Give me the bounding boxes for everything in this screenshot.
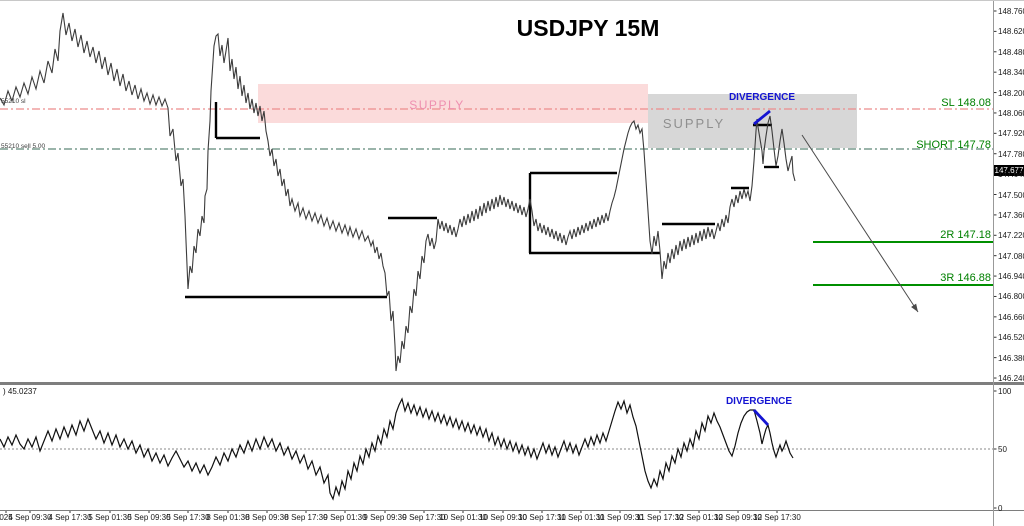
order-stoploss-tag[interactable]: 55210 sl bbox=[1, 98, 26, 105]
time-axis-label: 9 Sep 01:30 bbox=[323, 513, 367, 522]
price-axis-label: 148.060 bbox=[998, 108, 1024, 118]
divergence-line[interactable] bbox=[752, 409, 770, 426]
time-axis-label: 5 Sep 01:30 bbox=[88, 513, 132, 522]
time-axis-label: 9 Sep 09:30 bbox=[363, 513, 407, 522]
divergence-label-price[interactable]: DIVERGENCE bbox=[728, 92, 796, 103]
current-price-badge: 147.677 bbox=[994, 165, 1024, 176]
time-axis-label: 10 Sep 17:30 bbox=[518, 513, 566, 522]
time-axis-label: 12 Sep 01:30 bbox=[675, 513, 723, 522]
time-axis-label: 11 Sep 17:30 bbox=[636, 513, 684, 522]
supply-zone-gray-label[interactable]: SUPPLY bbox=[662, 116, 726, 131]
target-2r-label[interactable]: 2R 147.18 bbox=[940, 229, 991, 241]
time-axis-label: 12 Sep 09:30 bbox=[714, 513, 762, 522]
bottom-separator bbox=[0, 510, 1024, 511]
panel-separator[interactable] bbox=[0, 382, 1024, 385]
price-axis-label: 146.520 bbox=[998, 333, 1024, 343]
price-axis-label: 147.500 bbox=[998, 190, 1024, 200]
price-axis-label: 148.340 bbox=[998, 68, 1024, 78]
time-axis-label: 11 Sep 01:30 bbox=[557, 513, 605, 522]
time-axis-label: 10 Sep 09:30 bbox=[479, 513, 527, 522]
price-axis-label: 148.480 bbox=[998, 47, 1024, 57]
time-axis-label: 5 Sep 09:30 bbox=[127, 513, 171, 522]
time-axis-label: 8 Sep 01:30 bbox=[206, 513, 250, 522]
price-axis-label: 146.380 bbox=[998, 353, 1024, 363]
target-3r-label[interactable]: 3R 146.88 bbox=[940, 272, 991, 284]
supply-zone-pink-label[interactable]: SUPPLY bbox=[409, 98, 465, 112]
order-position-tag[interactable]: 55210 sell 5.00 bbox=[1, 143, 46, 150]
stop-loss-label[interactable]: SL 148.08 bbox=[941, 97, 991, 109]
time-axis-label: 12 Sep 17:30 bbox=[753, 513, 801, 522]
price-axis-label: 147.780 bbox=[998, 149, 1024, 159]
price-axis-label: 147.080 bbox=[998, 251, 1024, 261]
time-axis-label: 4 Sep 09:30 bbox=[8, 513, 52, 522]
price-axis-label: 148.620 bbox=[998, 27, 1024, 37]
time-axis-label: 10 Sep 01:30 bbox=[439, 513, 487, 522]
time-axis-label: 025 bbox=[0, 513, 13, 522]
short-entry-label[interactable]: SHORT 147.78 bbox=[916, 139, 991, 151]
trend-arrow-head bbox=[911, 303, 918, 312]
price-axis-label: 147.220 bbox=[998, 231, 1024, 241]
chart-title: USDJPY 15M bbox=[516, 15, 660, 41]
time-axis-label: 4 Sep 17:30 bbox=[48, 513, 92, 522]
price-axis-label: 148.200 bbox=[998, 88, 1024, 98]
trend-arrow[interactable] bbox=[801, 134, 919, 313]
price-axis-label: 146.800 bbox=[998, 292, 1024, 302]
rsi-series bbox=[0, 397, 794, 501]
price-series bbox=[0, 12, 796, 372]
time-axis-label: 8 Sep 17:30 bbox=[284, 513, 328, 522]
price-axis-line[interactable] bbox=[993, 1, 994, 526]
price-axis-label: 147.640 bbox=[998, 170, 1024, 180]
price-axis-label: 147.920 bbox=[998, 129, 1024, 139]
indicator-value-label: ) 45.0237 bbox=[3, 387, 37, 396]
supply-zone-pink[interactable] bbox=[258, 84, 648, 123]
time-axis-label: 8 Sep 09:30 bbox=[245, 513, 289, 522]
divergence-line[interactable] bbox=[753, 109, 771, 126]
price-axis-label: 148.760 bbox=[998, 7, 1024, 16]
indicator-axis-label: 0 bbox=[998, 504, 1003, 513]
supply-zone-gray[interactable] bbox=[648, 94, 857, 148]
time-axis-label: 5 Sep 17:30 bbox=[166, 513, 210, 522]
price-axis-label: 146.240 bbox=[998, 374, 1024, 384]
price-axis-label: 146.940 bbox=[998, 272, 1024, 282]
time-axis-label: 11 Sep 09:30 bbox=[596, 513, 644, 522]
time-axis-label: 9 Sep 17:30 bbox=[402, 513, 446, 522]
price-axis-label: 146.660 bbox=[998, 312, 1024, 322]
indicator-axis-label: 100 bbox=[998, 387, 1012, 396]
price-axis-label: 147.360 bbox=[998, 210, 1024, 220]
divergence-label-rsi[interactable]: DIVERGENCE bbox=[725, 396, 793, 407]
indicator-axis-label: 50 bbox=[998, 445, 1007, 454]
